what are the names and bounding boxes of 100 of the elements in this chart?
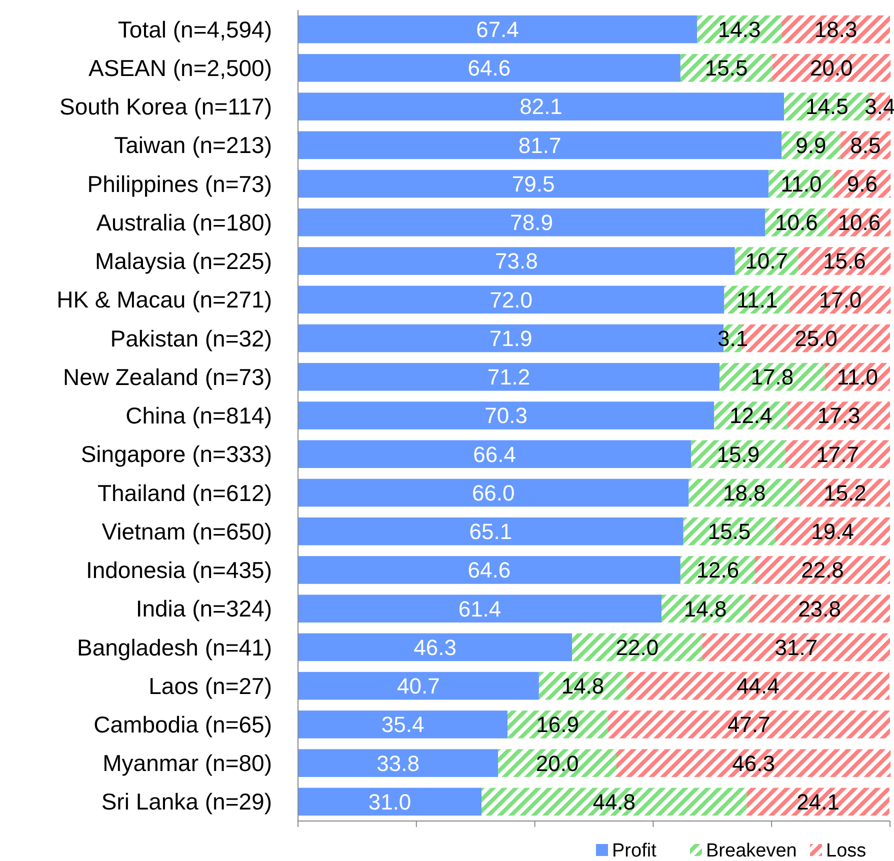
y-tick-label: Thailand (n=612) — [97, 480, 272, 506]
bar — [298, 633, 572, 662]
data-label: 15.9 — [716, 442, 760, 467]
data-label: 18.8 — [722, 480, 766, 506]
data-label: 70.3 — [484, 403, 528, 428]
bar — [772, 54, 891, 82]
bar — [298, 54, 680, 82]
data-label: 67.4 — [476, 17, 519, 42]
bar — [746, 788, 890, 816]
data-label: 15.2 — [824, 480, 866, 506]
data-label: 78.9 — [510, 210, 553, 236]
data-label: 16.9 — [536, 712, 580, 738]
bar — [298, 788, 482, 816]
data-label: 12.4 — [729, 403, 772, 428]
data-label: 25.0 — [794, 326, 838, 351]
bar — [798, 247, 891, 275]
y-tick-label: Malaysia (n=225) — [94, 248, 272, 274]
bar — [298, 517, 684, 546]
bar — [691, 440, 786, 468]
data-label: 73.8 — [495, 248, 538, 274]
data-label: 12.6 — [696, 558, 740, 583]
bar — [755, 556, 890, 584]
bar — [714, 402, 788, 430]
data-label: 17.8 — [750, 364, 794, 390]
data-label: 65.1 — [469, 519, 512, 544]
bar — [298, 402, 714, 430]
data-label: 71.2 — [487, 364, 530, 390]
data-label: 22.0 — [616, 634, 659, 660]
bar — [661, 594, 750, 622]
y-tick-label: Singapore (n=333) — [80, 441, 272, 468]
y-tick-label: ASEAN (n=2,500) — [88, 54, 272, 81]
bar — [298, 362, 720, 391]
data-label: 24.1 — [796, 789, 840, 814]
data-label: 9.9 — [796, 132, 826, 158]
bar — [298, 247, 735, 275]
y-tick-label: Sri Lanka (n=29) — [101, 788, 272, 815]
data-label: 14.5 — [806, 94, 848, 120]
bar — [498, 749, 616, 777]
data-label: 11.1 — [736, 287, 778, 312]
y-tick-label: Taiwan (n=213) — [114, 132, 272, 158]
data-label: 9.6 — [846, 171, 878, 196]
y-tick-label: Australia (n=180) — [96, 209, 272, 236]
data-label: 22.8 — [801, 558, 844, 583]
data-label: 15.5 — [708, 519, 751, 544]
bar — [298, 15, 698, 44]
bar — [298, 170, 769, 198]
y-tick-label: Vietnam (n=650) — [102, 518, 272, 544]
bar — [702, 633, 890, 662]
bar — [626, 672, 890, 700]
data-label: 18.3 — [814, 17, 858, 42]
data-label: 11.0 — [780, 171, 822, 196]
data-label: 82.1 — [520, 94, 562, 120]
bar — [298, 131, 782, 160]
data-label: 14.8 — [561, 674, 604, 699]
bar — [749, 594, 890, 622]
bar — [298, 478, 689, 507]
data-label: 79.5 — [512, 171, 555, 196]
data-label: 31.7 — [774, 634, 818, 660]
bar — [680, 54, 772, 82]
data-label: 17.7 — [816, 442, 860, 467]
y-tick-label: Myanmar (n=80) — [102, 750, 272, 776]
y-tick-label: China (n=814) — [126, 402, 272, 429]
bar — [482, 788, 747, 816]
data-label: 19.4 — [811, 519, 854, 544]
bar — [683, 517, 776, 546]
data-label: 46.3 — [414, 634, 456, 660]
y-tick-label: Pakistan (n=32) — [110, 325, 272, 352]
data-label: 31.0 — [368, 789, 412, 814]
data-label: 47.7 — [727, 712, 770, 738]
bar — [298, 208, 766, 236]
data-label: 20.0 — [810, 56, 853, 81]
bar — [785, 440, 890, 468]
bar — [720, 362, 825, 391]
bar — [298, 92, 784, 120]
data-label: 35.4 — [381, 712, 424, 738]
data-label: 66.0 — [472, 480, 515, 506]
bar — [790, 286, 891, 314]
y-tick-label: South Korea (n=117) — [60, 94, 272, 120]
bar — [688, 478, 800, 507]
bar — [298, 556, 680, 584]
bar — [508, 710, 608, 738]
legend-label: Breakeven — [706, 840, 797, 861]
bar — [298, 440, 692, 468]
y-tick-label: New Zealand (n=73) — [62, 364, 272, 390]
data-label: 15.6 — [823, 248, 866, 274]
y-tick-label: Bangladesh (n=41) — [76, 634, 272, 660]
data-label: 11.0 — [836, 364, 878, 390]
data-label: 33.8 — [376, 750, 420, 776]
bar — [298, 710, 508, 738]
y-tick-label: Cambodia (n=65) — [94, 712, 272, 738]
data-label: 17.3 — [817, 403, 860, 428]
data-label: 15.5 — [704, 56, 748, 81]
data-label: 14.8 — [684, 596, 727, 622]
data-label: 14.3 — [718, 17, 761, 42]
bar — [788, 402, 890, 430]
data-label: 61.4 — [458, 596, 502, 622]
data-label: 40.7 — [397, 674, 440, 699]
y-tick-label: India (n=324) — [136, 596, 272, 622]
bar — [572, 633, 702, 662]
y-tick-label: Indonesia (n=435) — [86, 557, 272, 584]
